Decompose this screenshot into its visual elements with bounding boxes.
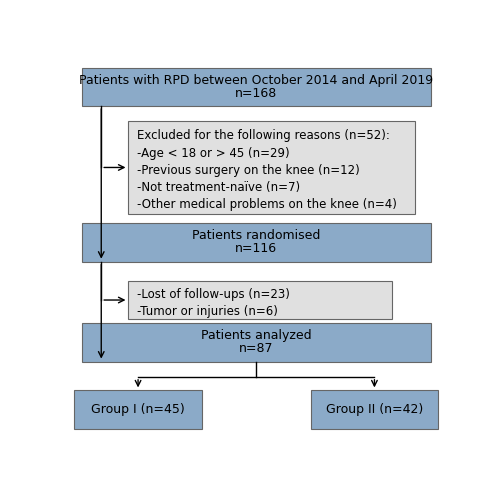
- Text: -Tumor or injuries (n=6): -Tumor or injuries (n=6): [137, 304, 278, 317]
- Text: Excluded for the following reasons (n=52):: Excluded for the following reasons (n=52…: [137, 129, 390, 142]
- Text: n=87: n=87: [239, 342, 274, 355]
- Text: -Not treatment-naïve (n=7): -Not treatment-naïve (n=7): [137, 181, 300, 194]
- FancyBboxPatch shape: [128, 281, 392, 319]
- Text: -Other medical problems on the knee (n=4): -Other medical problems on the knee (n=4…: [137, 199, 397, 212]
- Text: -Age < 18 or > 45 (n=29): -Age < 18 or > 45 (n=29): [137, 147, 290, 160]
- Text: Patients randomised: Patients randomised: [192, 230, 320, 243]
- Text: Patients analyzed: Patients analyzed: [201, 329, 312, 342]
- Text: Patients with RPD between October 2014 and April 2019: Patients with RPD between October 2014 a…: [79, 74, 434, 87]
- FancyBboxPatch shape: [128, 121, 415, 214]
- Text: Group II (n=42): Group II (n=42): [326, 403, 423, 416]
- FancyBboxPatch shape: [310, 390, 438, 429]
- Text: -Previous surgery on the knee (n=12): -Previous surgery on the knee (n=12): [137, 164, 360, 177]
- Text: -Lost of follow-ups (n=23): -Lost of follow-ups (n=23): [137, 288, 290, 301]
- FancyBboxPatch shape: [82, 323, 430, 361]
- Text: Group I (n=45): Group I (n=45): [91, 403, 185, 416]
- FancyBboxPatch shape: [74, 390, 202, 429]
- Text: n=168: n=168: [235, 87, 278, 100]
- Text: n=116: n=116: [235, 243, 278, 255]
- FancyBboxPatch shape: [82, 223, 430, 261]
- FancyBboxPatch shape: [82, 67, 430, 106]
